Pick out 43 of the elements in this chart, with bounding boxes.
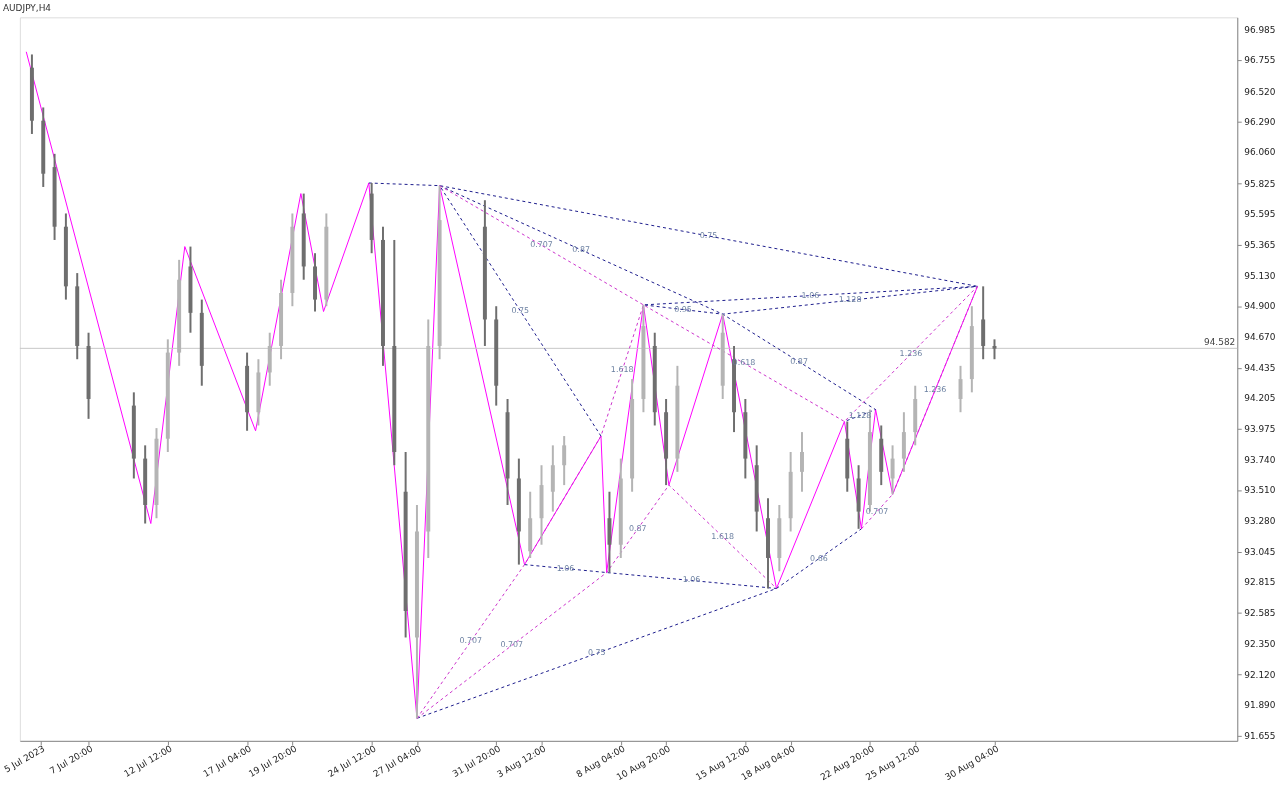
annotation: 1.06 <box>801 290 820 300</box>
y-tick-label: 93.975 <box>1244 423 1276 434</box>
y-tick-label: 92.350 <box>1244 639 1276 650</box>
y-tick-label: 92.815 <box>1244 577 1276 588</box>
y-tick-label: 96.290 <box>1244 117 1276 128</box>
annotation: 0.87 <box>628 523 647 533</box>
ref-line-label: 94.582 <box>1204 337 1236 348</box>
y-tick-label: 96.060 <box>1244 147 1276 158</box>
y-tick-label: 95.595 <box>1244 209 1276 220</box>
annotation: 1.618 <box>711 531 735 541</box>
y-tick-label: 92.120 <box>1244 669 1276 680</box>
y-tick-label: 94.900 <box>1244 301 1276 312</box>
y-tick-label: 96.985 <box>1244 24 1276 35</box>
annotation: 0.707 <box>459 636 483 646</box>
annotation: 0.75 <box>511 305 530 315</box>
annotation: 0.87 <box>790 356 808 366</box>
y-tick-label: 92.585 <box>1244 607 1276 618</box>
y-tick-label: 93.740 <box>1244 454 1276 465</box>
y-tick-label: 91.890 <box>1244 700 1276 711</box>
annotation: 0.87 <box>572 244 590 254</box>
y-tick-label: 93.510 <box>1244 485 1276 496</box>
annotation: 1.06 <box>682 575 701 585</box>
annotation: 1.06 <box>556 563 575 573</box>
annotation: 0.95 <box>674 304 692 314</box>
annotation: 1.236 <box>899 348 923 358</box>
y-tick-label: 94.435 <box>1244 362 1276 373</box>
annotation: 0.707 <box>865 506 889 516</box>
annotation: 0.66 <box>810 553 828 563</box>
annotation: 0.707 <box>500 640 524 650</box>
annotation: 1.618 <box>610 365 634 375</box>
y-tick-label: 95.365 <box>1244 239 1276 250</box>
y-tick-label: 96.520 <box>1244 86 1276 97</box>
y-tick-label: 94.205 <box>1244 393 1276 404</box>
y-tick-label: 95.130 <box>1244 270 1276 281</box>
y-tick-label: 94.670 <box>1244 331 1276 342</box>
chart-title: AUDJPY,H4 <box>2 3 52 14</box>
y-tick-label: 93.045 <box>1244 547 1276 557</box>
annotation: 0.707 <box>530 240 553 250</box>
y-tick-label: 93.280 <box>1244 515 1276 526</box>
annotation: 0.75 <box>699 230 718 240</box>
y-tick-label: 95.825 <box>1244 178 1276 189</box>
y-tick-label: 96.755 <box>1244 55 1276 66</box>
y-tick-label: 91.655 <box>1244 731 1276 742</box>
